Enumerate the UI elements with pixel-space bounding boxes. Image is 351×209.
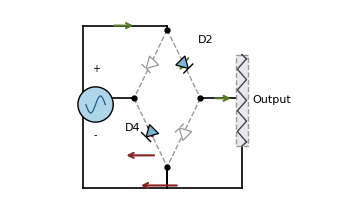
FancyBboxPatch shape	[236, 55, 248, 146]
Text: Output: Output	[252, 95, 291, 105]
Circle shape	[78, 87, 113, 122]
Polygon shape	[146, 56, 159, 69]
Polygon shape	[179, 128, 192, 140]
Polygon shape	[176, 56, 188, 69]
Text: -: -	[94, 130, 97, 140]
Text: D4: D4	[125, 123, 140, 133]
Polygon shape	[146, 125, 159, 137]
Text: +: +	[92, 64, 100, 74]
Text: D2: D2	[198, 35, 214, 45]
